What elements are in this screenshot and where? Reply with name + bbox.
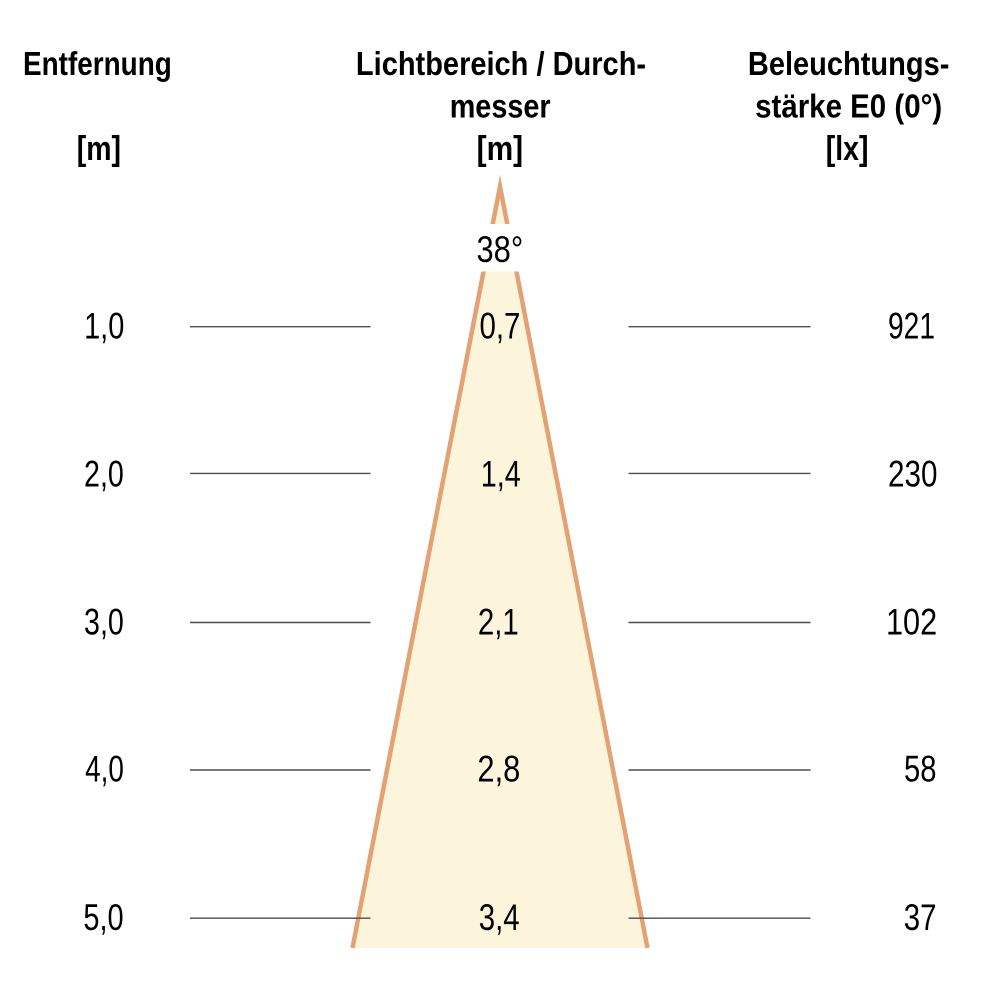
svg-text:stärke E0 (0°): stärke E0 (0°) (755, 87, 942, 124)
svg-text:messer: messer (450, 87, 551, 124)
svg-text:Lichtbereich / Durch-: Lichtbereich / Durch- (356, 45, 646, 82)
svg-text:[m]: [m] (477, 130, 523, 168)
svg-text:102: 102 (886, 602, 937, 643)
svg-text:4,0: 4,0 (85, 748, 124, 789)
svg-text:Entfernung: Entfernung (23, 45, 172, 82)
svg-text:2,1: 2,1 (478, 602, 519, 643)
svg-text:1,0: 1,0 (84, 305, 124, 346)
svg-text:3,0: 3,0 (84, 602, 124, 643)
svg-text:921: 921 (888, 305, 935, 346)
svg-text:3,4: 3,4 (479, 897, 520, 938)
svg-text:0,7: 0,7 (479, 305, 520, 346)
svg-text:Beleuchtungs-: Beleuchtungs- (748, 45, 949, 82)
svg-text:38°: 38° (477, 229, 524, 270)
svg-text:2,0: 2,0 (84, 453, 124, 494)
svg-text:37: 37 (904, 897, 937, 938)
svg-text:[lx]: [lx] (826, 130, 869, 168)
svg-text:58: 58 (904, 748, 936, 789)
svg-text:5,0: 5,0 (83, 897, 123, 938)
svg-text:2,8: 2,8 (477, 748, 520, 789)
svg-text:230: 230 (888, 453, 937, 494)
svg-text:[m]: [m] (77, 130, 121, 168)
svg-text:1,4: 1,4 (481, 453, 521, 494)
